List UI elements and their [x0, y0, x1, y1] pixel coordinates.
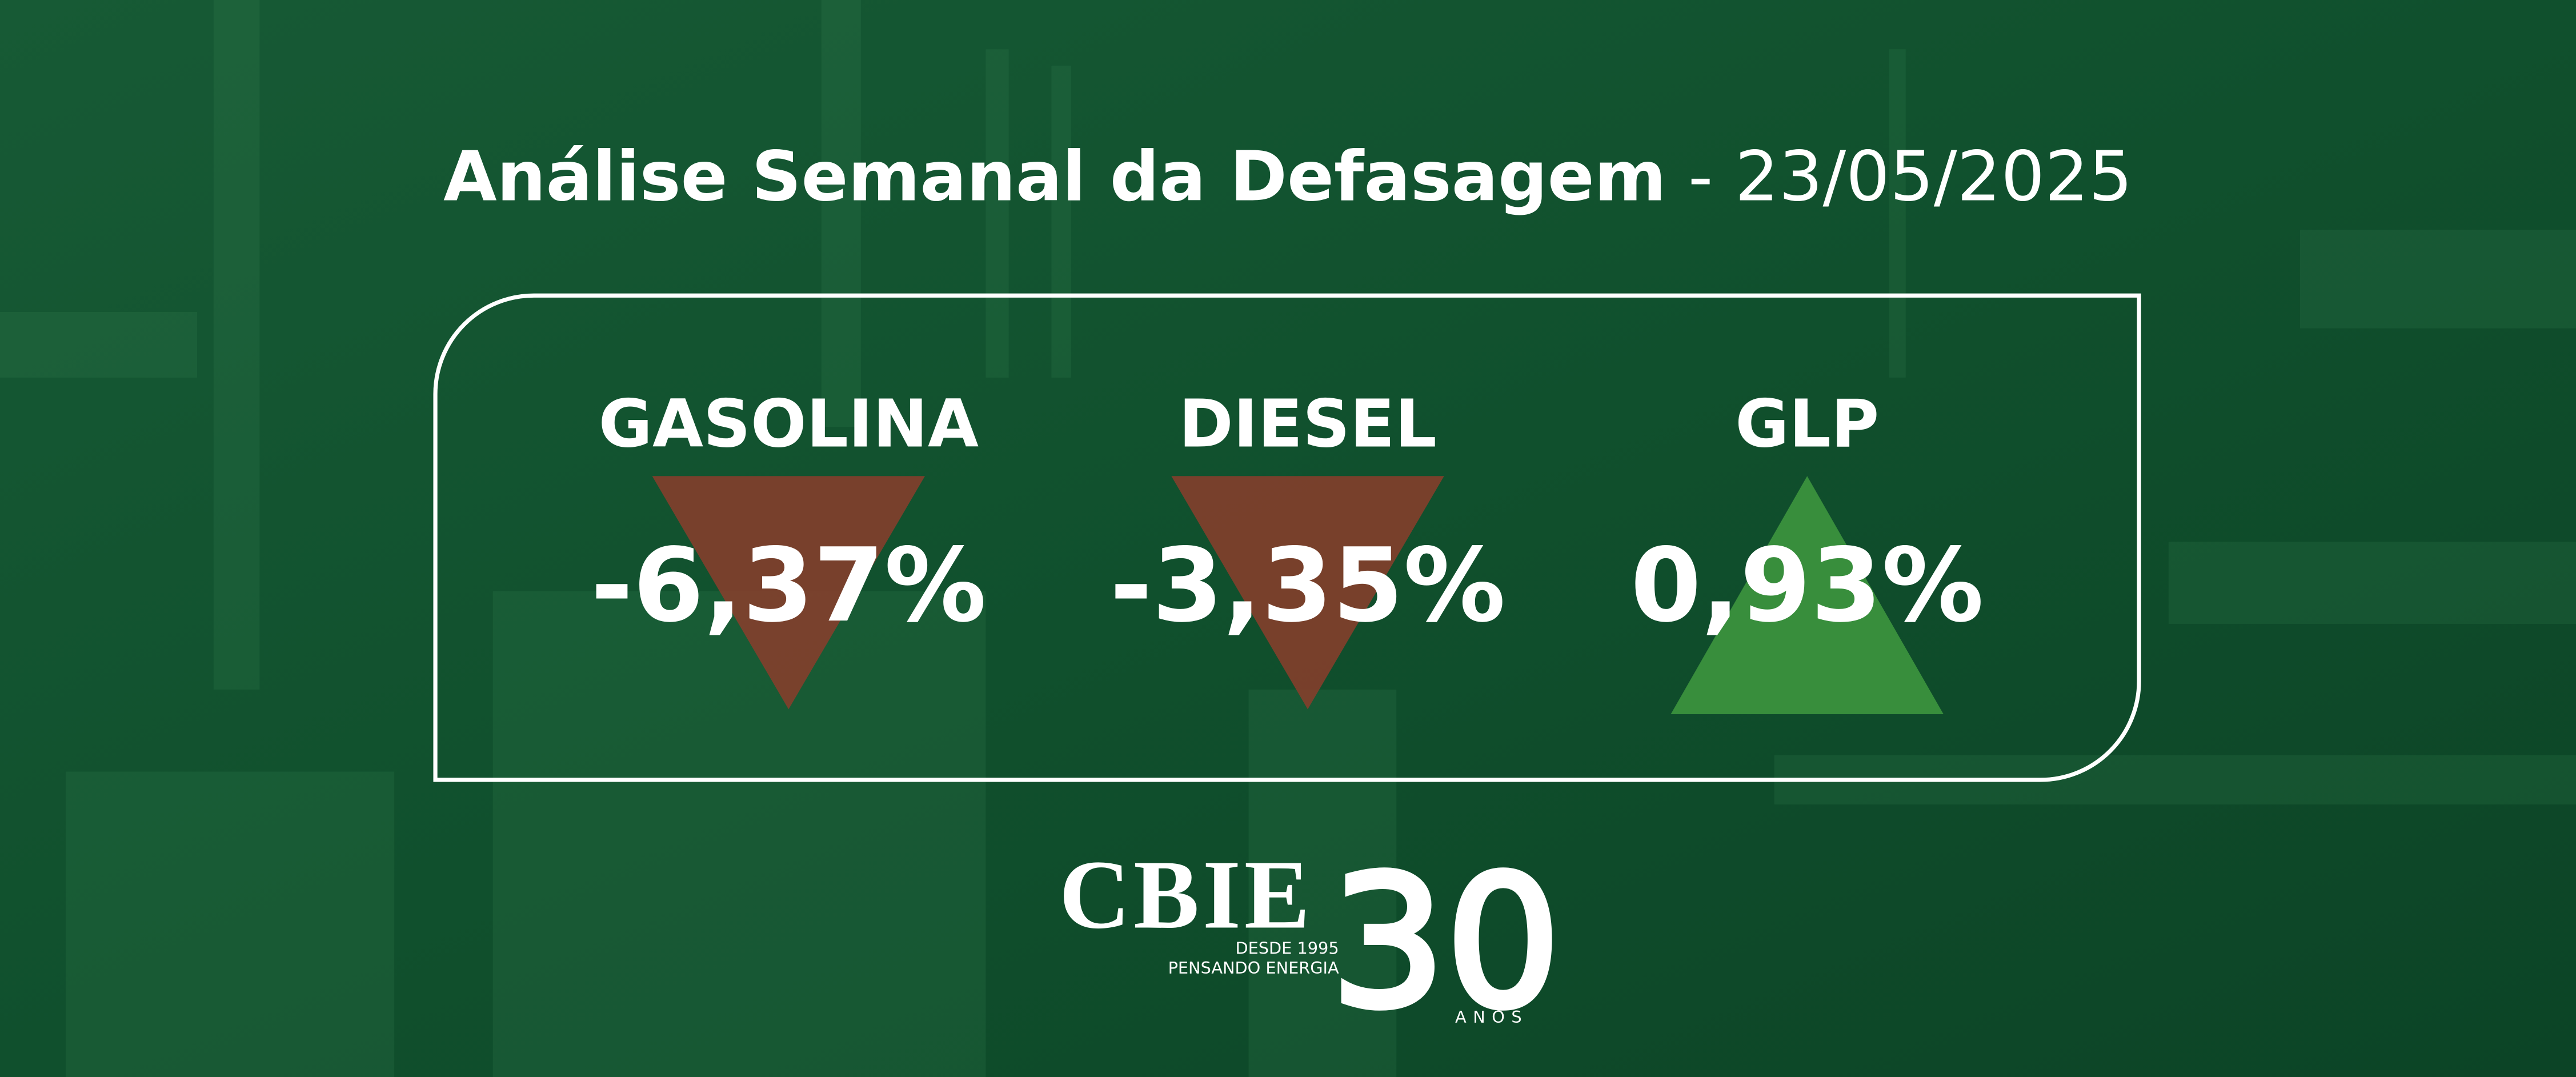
panel-frame [433, 293, 2141, 782]
logo-years: 30 [1331, 837, 1561, 1048]
items: GASOLINA -6,37% DIESEL -3,35% GLP 0,93% [591, 386, 1984, 714]
item-value: -3,35% [1110, 527, 1506, 645]
logo: CBIE DESDE 1995 PENSANDO ENERGIA 30 ANOS [1059, 834, 1564, 1051]
logo-since: DESDE 1995 [1235, 938, 1339, 958]
item-label: GASOLINA [599, 386, 979, 463]
logo-years-word: ANOS [1455, 1007, 1528, 1027]
logo-name: CBIE [1059, 840, 1313, 950]
item-value: -6,37% [591, 527, 987, 645]
title-main: Análise Semanal da Defasagem [443, 137, 1666, 217]
item-label: DIESEL [1179, 386, 1437, 463]
title-date: 23/05/2025 [1735, 137, 2133, 217]
logo-tagline: PENSANDO ENERGIA [1168, 958, 1339, 978]
item-value: 0,93% [1630, 527, 1984, 645]
triangle-down [1171, 476, 1444, 710]
item-label: GLP [1735, 386, 1879, 463]
title: Análise Semanal da Defasagem - 23/05/202… [443, 137, 2133, 217]
triangle-down [652, 476, 925, 710]
triangle-up [1670, 476, 1944, 714]
title-separator: - [1688, 137, 1713, 217]
